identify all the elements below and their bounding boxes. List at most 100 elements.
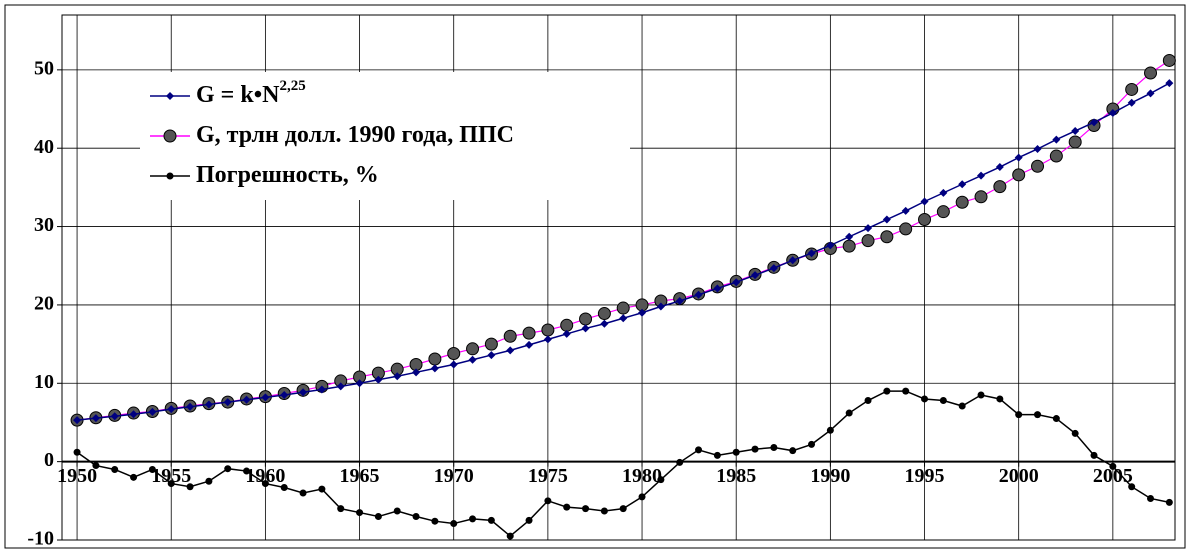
point (657, 476, 665, 484)
point (129, 410, 138, 419)
point (374, 375, 383, 384)
point (769, 264, 778, 273)
point (336, 382, 345, 391)
point (1090, 118, 1099, 127)
point (936, 205, 950, 219)
point (1071, 126, 1080, 135)
point (506, 532, 514, 540)
point (977, 391, 985, 399)
point (808, 440, 816, 448)
point (544, 497, 552, 505)
y-tick-label: 20 (34, 293, 54, 315)
point (939, 397, 947, 405)
point (845, 232, 854, 241)
x-tick-label: 2000 (999, 465, 1039, 487)
point (861, 234, 875, 248)
point (864, 397, 872, 405)
point (616, 301, 630, 315)
point (428, 352, 442, 366)
point (788, 256, 797, 265)
point (977, 171, 986, 180)
point (713, 284, 722, 293)
point (525, 516, 533, 524)
point (1108, 108, 1117, 117)
point (243, 467, 251, 475)
point (789, 447, 797, 455)
point (466, 342, 480, 356)
point (204, 400, 213, 409)
point (1146, 89, 1155, 98)
x-tick-label: 1950 (57, 465, 97, 487)
series (73, 387, 1173, 540)
point (166, 92, 174, 100)
y-tick-label: 10 (34, 371, 54, 393)
point (958, 402, 966, 410)
point (638, 308, 647, 317)
point (732, 278, 741, 287)
point (110, 412, 119, 421)
point (1165, 498, 1173, 506)
y-tick-label: 0 (44, 449, 54, 471)
series (73, 79, 1174, 425)
point (920, 197, 929, 206)
point (412, 512, 420, 520)
point (167, 405, 176, 414)
point (996, 395, 1004, 403)
legend: G = k•N2,25 G, трлн долл. 1990 года, ППС П… (140, 72, 630, 200)
point (130, 473, 138, 481)
point (732, 448, 740, 456)
point (619, 314, 628, 323)
point (186, 402, 195, 411)
point (91, 414, 100, 423)
point (751, 271, 760, 280)
point (484, 337, 498, 351)
point (73, 416, 82, 425)
point (939, 188, 948, 197)
point (1052, 415, 1060, 423)
point (318, 485, 326, 493)
point (503, 329, 517, 343)
point (1125, 82, 1139, 96)
point (826, 241, 835, 250)
point (166, 172, 174, 180)
point (92, 462, 100, 470)
point (1127, 98, 1136, 107)
point (468, 355, 477, 364)
point (299, 388, 308, 397)
point (675, 297, 684, 306)
point (167, 480, 175, 488)
point (261, 393, 270, 402)
point (1015, 411, 1023, 419)
point (111, 465, 119, 473)
point (1068, 135, 1082, 149)
legend-box (140, 72, 630, 200)
point (955, 195, 969, 209)
point (205, 477, 213, 485)
point (883, 387, 891, 395)
point (224, 465, 232, 473)
point (1014, 153, 1023, 162)
point (842, 239, 856, 253)
point (450, 520, 458, 528)
point (882, 215, 891, 224)
y-tick-label: 50 (34, 57, 54, 79)
point (676, 458, 684, 466)
point (487, 351, 496, 360)
point (770, 444, 778, 452)
point (579, 312, 593, 326)
point (148, 465, 156, 473)
point (186, 483, 194, 491)
point (223, 398, 232, 407)
point (638, 493, 646, 501)
point (449, 360, 458, 369)
point (487, 516, 495, 524)
point (826, 426, 834, 434)
point (656, 302, 665, 311)
point (581, 324, 590, 333)
point (901, 206, 910, 215)
x-tick-label: 1960 (245, 465, 285, 487)
x-tick-label: 1980 (622, 465, 662, 487)
x-tick-label: 1970 (434, 465, 474, 487)
point (469, 515, 477, 523)
